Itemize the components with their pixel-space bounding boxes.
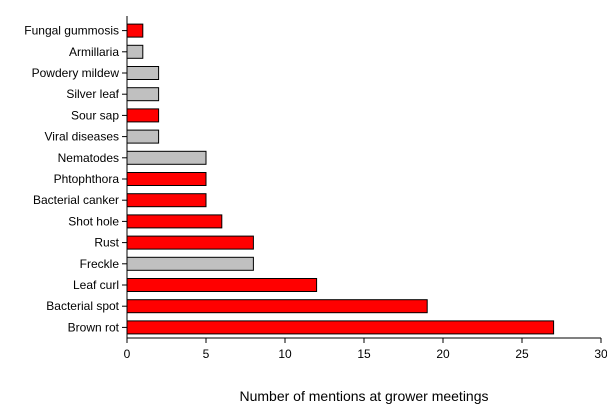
bar-nematodes (126, 150, 207, 165)
bar-bacterial-spot (126, 299, 428, 314)
category-label-leaf-curl: Leaf curl (73, 278, 119, 292)
bar-fungal-gummosis (126, 23, 144, 38)
category-label-rust: Rust (94, 236, 119, 250)
category-label-freckle: Freckle (80, 257, 120, 271)
bar-silver-leaf (126, 87, 160, 102)
category-label-fungal-gummosis: Fungal gummosis (24, 24, 119, 38)
bar-shot-hole (126, 214, 223, 229)
x-tick-label-30: 30 (594, 347, 607, 361)
bar-phtophthora (126, 172, 207, 186)
bar-rust (126, 235, 254, 250)
x-tick-label-0: 0 (124, 347, 131, 361)
bar-freckle (126, 256, 254, 271)
category-label-powdery-mildew: Powdery mildew (32, 66, 120, 80)
bar-armillaria (126, 44, 144, 59)
category-label-brown-rot: Brown rot (68, 320, 120, 334)
category-label-shot-hole: Shot hole (68, 214, 119, 228)
bar-brown-rot (126, 320, 555, 335)
category-label-bacterial-spot: Bacterial spot (46, 299, 119, 313)
category-label-sour-sap: Sour sap (71, 108, 119, 122)
x-tick-label-10: 10 (278, 347, 292, 361)
x-axis-title: Number of mentions at grower meetings (240, 388, 489, 404)
category-labels: Fungal gummosis Armillaria Powdery mildew S… (24, 24, 119, 335)
bar-bacterial-canker (126, 193, 207, 208)
x-tick-label-15: 15 (357, 347, 371, 361)
bar-powdery-mildew (126, 66, 160, 80)
bar-sour-sap (126, 108, 160, 123)
category-label-nematodes: Nematodes (58, 151, 119, 165)
bar-viral-diseases (126, 129, 160, 144)
category-label-bacterial-canker: Bacterial canker (33, 193, 119, 207)
x-tick-label-20: 20 (436, 347, 450, 361)
bar-leaf-curl (126, 278, 318, 292)
x-axis: 0 5 10 15 20 25 30 (124, 337, 607, 361)
category-label-phtophthora: Phtophthora (54, 172, 120, 186)
category-label-armillaria: Armillaria (69, 45, 119, 59)
y-axis (122, 16, 128, 338)
category-label-viral-diseases: Viral diseases (45, 130, 119, 144)
x-tick-label-5: 5 (203, 347, 210, 361)
category-label-silver-leaf: Silver leaf (66, 87, 119, 101)
bars-group (126, 23, 555, 335)
x-tick-label-25: 25 (515, 347, 529, 361)
